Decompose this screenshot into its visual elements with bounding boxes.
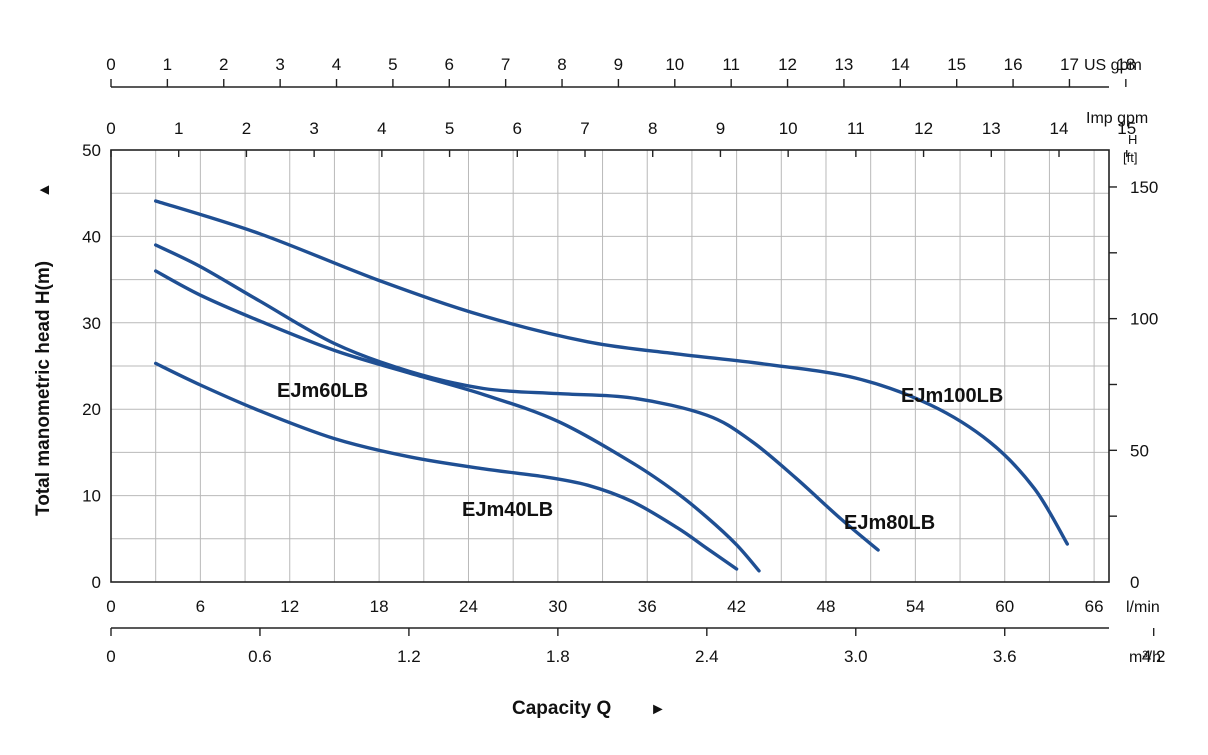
right-axis-unit: [ft] bbox=[1123, 150, 1137, 165]
x-tick-label: 12 bbox=[280, 597, 299, 616]
imp-gpm-tick-label: 10 bbox=[779, 119, 798, 138]
imp-gpm-tick-label: 11 bbox=[847, 119, 865, 138]
imp-gpm-unit: Imp gpm bbox=[1086, 110, 1148, 127]
x-tick-label: 60 bbox=[995, 597, 1014, 616]
imp-gpm-tick-label: 7 bbox=[580, 119, 589, 138]
m3h-tick-label: 2.4 bbox=[695, 647, 719, 666]
m3h-tick-label: 3.6 bbox=[993, 647, 1017, 666]
x-axis-title-group: Capacity Q ► bbox=[512, 698, 666, 719]
x-axis-title: Capacity Q bbox=[512, 698, 611, 719]
y-tick-label: 30 bbox=[82, 314, 101, 333]
us-gpm-tick-label: 12 bbox=[778, 55, 797, 74]
label-ejm80lb: EJm80LB bbox=[844, 512, 935, 534]
m3h-tick-label: 0 bbox=[106, 647, 115, 666]
right-axis-title: H bbox=[1128, 132, 1137, 147]
x-axis-arrow: ► bbox=[650, 701, 666, 718]
us-gpm-tick-label: 2 bbox=[219, 55, 228, 74]
m3h-tick-label: 0.6 bbox=[248, 647, 272, 666]
imp-gpm-tick-label: 8 bbox=[648, 119, 657, 138]
curve-ejm60lb bbox=[154, 269, 761, 573]
y-axis-arrow: ▲ bbox=[36, 182, 53, 198]
curve-ejm40lb bbox=[154, 361, 739, 571]
us-gpm-tick-label: 17 bbox=[1060, 55, 1079, 74]
plot-frame bbox=[110, 149, 1110, 583]
y-tick-label: 10 bbox=[82, 487, 101, 506]
us-gpm-tick-label: 15 bbox=[947, 55, 966, 74]
us-gpm-tick-label: 6 bbox=[445, 55, 454, 74]
y-axis-title: Total manometric head H(m) bbox=[33, 261, 54, 516]
imp-gpm-tick-label: 2 bbox=[242, 119, 251, 138]
imp-gpm-tick-label: 4 bbox=[377, 119, 386, 138]
x-tick-label: 66 bbox=[1085, 597, 1104, 616]
x-tick-label: 54 bbox=[906, 597, 925, 616]
imp-gpm-tick-label: 0 bbox=[106, 119, 115, 138]
y-axis-title-group: Total manometric head H(m) ▲ bbox=[33, 182, 54, 516]
us-gpm-tick-label: 13 bbox=[834, 55, 853, 74]
us-gpm-tick-label: 1 bbox=[163, 55, 172, 74]
us-gpm-tick-label: 16 bbox=[1004, 55, 1023, 74]
us-gpm-tick-label: 3 bbox=[275, 55, 284, 74]
label-layer: EJm40LB EJm60LB EJm80LB EJm100LB bbox=[277, 380, 1003, 534]
right-tick-label: 150 bbox=[1130, 178, 1158, 197]
x-tick-label: 48 bbox=[817, 597, 836, 616]
us-gpm-tick-label: 11 bbox=[722, 55, 740, 74]
imp-gpm-tick-label: 3 bbox=[309, 119, 318, 138]
label-ejm60lb: EJm60LB bbox=[277, 380, 368, 402]
y-tick-label: 50 bbox=[82, 141, 101, 160]
x-tick-label: 0 bbox=[106, 597, 115, 616]
m3h-unit: m³/h bbox=[1129, 649, 1161, 666]
right-tick-label: 100 bbox=[1130, 310, 1158, 329]
imp-gpm-tick-label: 6 bbox=[513, 119, 522, 138]
x-tick-label: 42 bbox=[727, 597, 746, 616]
m3h-tick-label: 3.0 bbox=[844, 647, 868, 666]
right-tick-label: 50 bbox=[1130, 441, 1149, 460]
us-gpm-tick-label: 4 bbox=[332, 55, 341, 74]
us-gpm-tick-label: 10 bbox=[665, 55, 684, 74]
m3h-tick-label: 1.8 bbox=[546, 647, 570, 666]
m3h-tick-label: 4.2 bbox=[1142, 647, 1166, 666]
x-tick-label: 30 bbox=[548, 597, 567, 616]
us-gpm-unit: US gpm bbox=[1084, 57, 1142, 74]
m3h-tick-label: 1.2 bbox=[397, 647, 421, 666]
y-tick-label: 20 bbox=[82, 400, 101, 419]
curve-ejm100lb bbox=[154, 199, 1069, 546]
label-ejm40lb: EJm40LB bbox=[462, 499, 553, 521]
imp-gpm-tick-label: 14 bbox=[1050, 119, 1069, 138]
x-tick-label: 36 bbox=[638, 597, 657, 616]
imp-gpm-tick-label: 5 bbox=[445, 119, 454, 138]
imp-gpm-tick-label: 13 bbox=[982, 119, 1001, 138]
imp-gpm-tick-label: 1 bbox=[174, 119, 183, 138]
x-tick-label: 18 bbox=[370, 597, 389, 616]
x-tick-label: 24 bbox=[459, 597, 478, 616]
us-gpm-tick-label: 8 bbox=[557, 55, 566, 74]
right-tick-label: 0 bbox=[1130, 573, 1139, 592]
curve-layer bbox=[154, 199, 1069, 573]
imp-gpm-tick-label: 9 bbox=[716, 119, 725, 138]
curve-ejm80lb bbox=[154, 243, 880, 552]
us-gpm-tick-label: 14 bbox=[891, 55, 910, 74]
label-ejm100lb: EJm100LB bbox=[901, 385, 1003, 407]
us-gpm-tick-label: 7 bbox=[501, 55, 510, 74]
grid-layer bbox=[111, 150, 1109, 582]
x-tick-label: 6 bbox=[196, 597, 205, 616]
y-tick-label: 0 bbox=[92, 573, 101, 592]
lmin-unit: l/min bbox=[1126, 599, 1160, 616]
y-tick-label: 40 bbox=[82, 227, 101, 246]
us-gpm-tick-label: 0 bbox=[106, 55, 115, 74]
us-gpm-tick-label: 5 bbox=[388, 55, 397, 74]
imp-gpm-tick-label: 15 bbox=[1117, 119, 1136, 138]
us-gpm-tick-label: 18 bbox=[1116, 55, 1135, 74]
imp-gpm-tick-label: 12 bbox=[914, 119, 933, 138]
us-gpm-tick-label: 9 bbox=[614, 55, 623, 74]
